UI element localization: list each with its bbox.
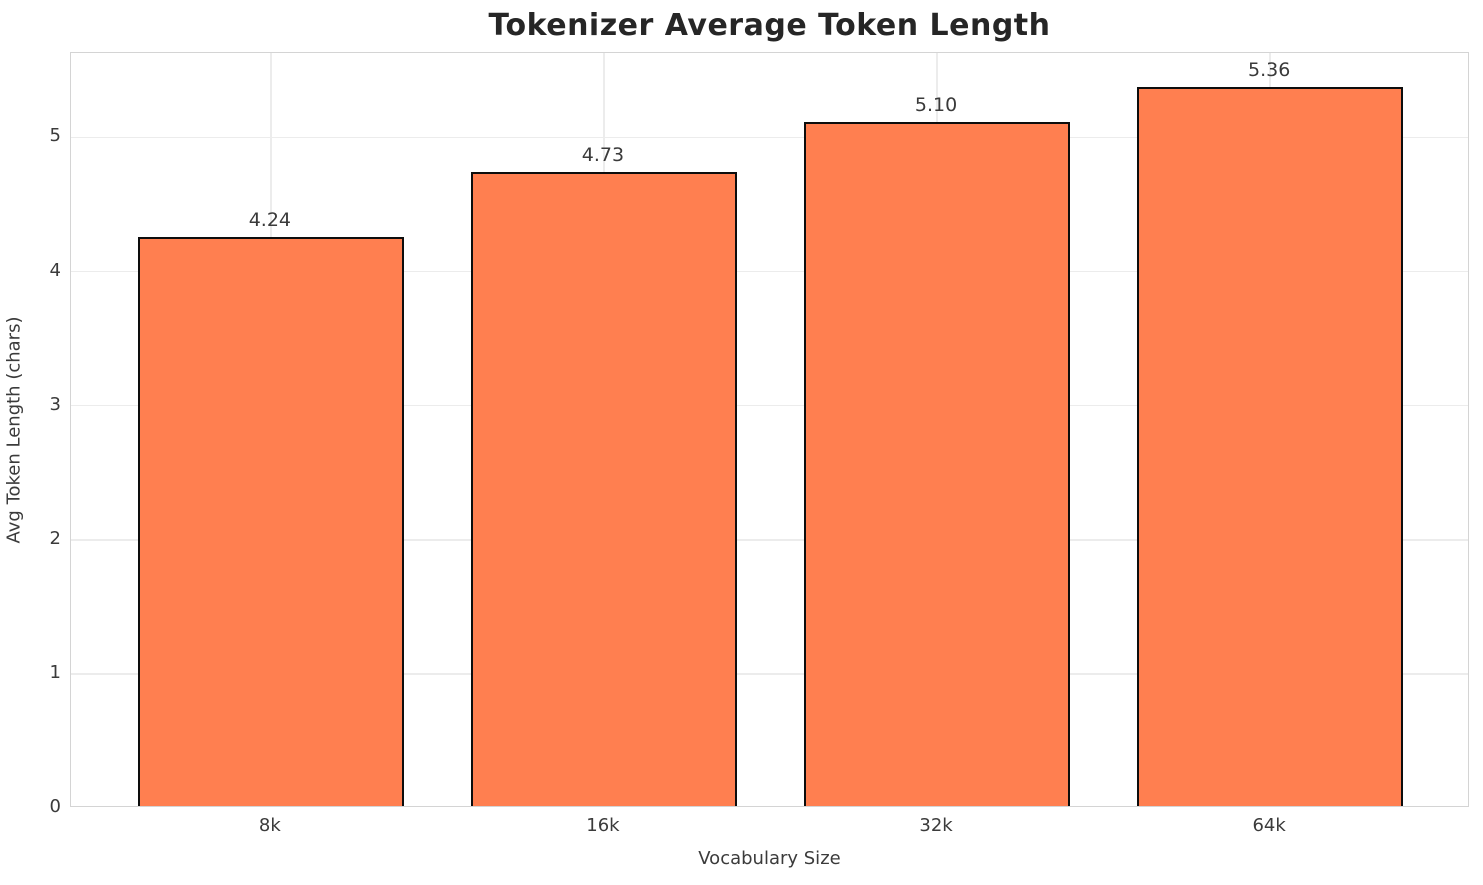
x-tick-label: 64k [1252,815,1286,836]
chart-title: Tokenizer Average Token Length [488,8,1051,43]
y-tick-label: 0 [49,796,61,817]
y-gridline [71,270,1468,273]
y-gridline [71,136,1468,139]
y-gridline [71,673,1468,675]
y-tick-label: 2 [49,527,61,549]
x-tick-label: 32k [919,815,953,836]
y-tick-label: 4 [49,259,61,281]
y-axis-label: Avg Token Length (chars) [3,316,25,544]
bar-value-label: 5.36 [1247,59,1291,82]
x-tick-label: 8k [258,815,281,836]
y-tick-label: 3 [49,393,61,415]
bar-value-label: 4.24 [248,209,291,232]
x-axis-label: Vocabulary Size [698,848,841,869]
bar-16k [470,171,738,806]
y-tick-label: 5 [49,125,61,147]
bar-value-label: 5.10 [914,94,958,117]
bar-64k [1136,87,1404,806]
bar-8k [137,237,405,806]
bar-value-label: 4.73 [581,143,625,166]
y-gridline [71,539,1468,541]
bar-32k [803,122,1071,806]
plot-area [70,52,1469,807]
y-gridline [71,404,1468,407]
y-tick-label: 1 [49,661,61,683]
x-tick-label: 16k [586,815,620,836]
